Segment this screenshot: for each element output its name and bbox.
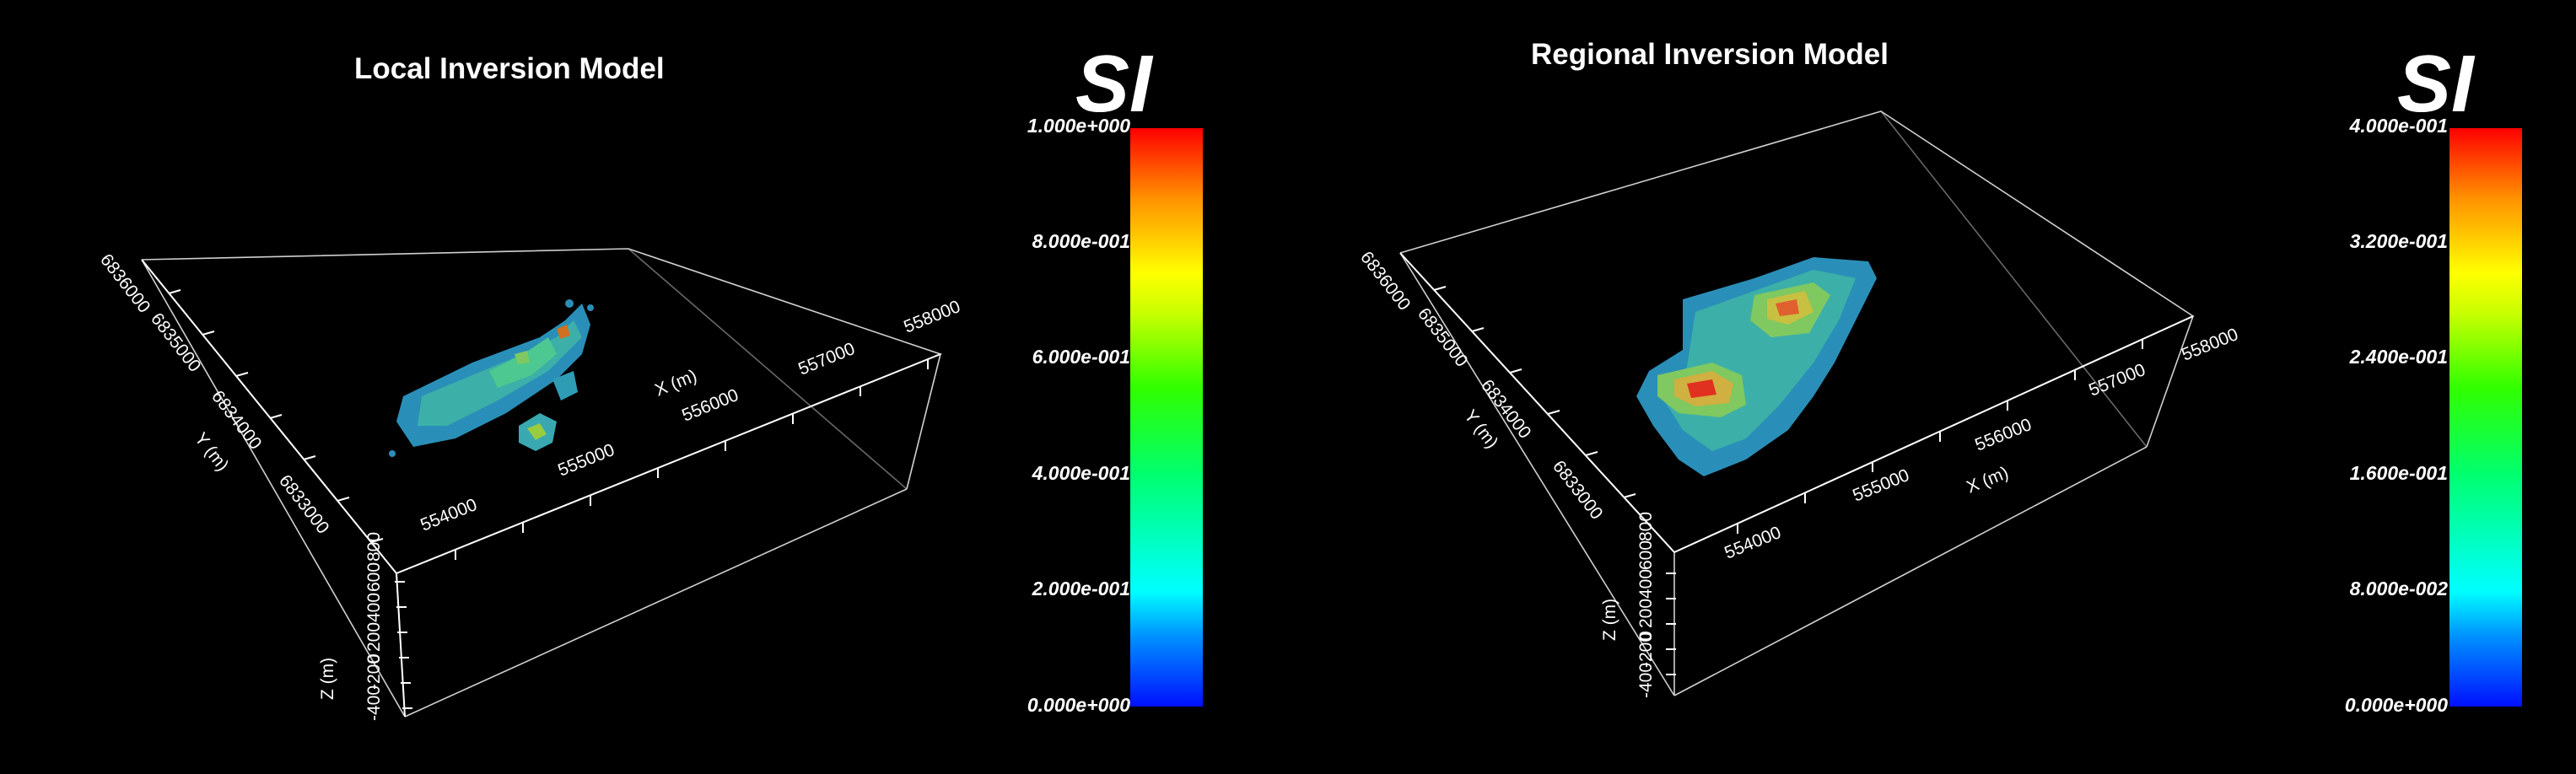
local-x-ticks xyxy=(455,359,929,560)
regional-model-title: Regional Inversion Model xyxy=(1531,38,1889,71)
regional-x-tick-3: 557000 xyxy=(2086,360,2148,400)
regional-z-tick-0: -400 xyxy=(1636,663,1656,698)
regional-y-ticks xyxy=(1399,252,1675,553)
regional-y-tick-1: 6835000 xyxy=(1414,304,1471,371)
regional-z-tick-labels: -400 -200 0 200 400 600 800 xyxy=(1636,512,1656,698)
local-colorbar-unit: SI xyxy=(1075,39,1152,129)
local-z-ticks xyxy=(395,572,412,718)
local-z-tick-labels: -400 -200 0 200 400 600 800 xyxy=(364,532,384,721)
regional-z-ticks xyxy=(1666,572,1676,675)
regional-x-ticks xyxy=(1673,315,2194,553)
regional-z-label: Z (m) xyxy=(1600,599,1619,641)
regional-x-tick-2: 556000 xyxy=(1972,415,2034,455)
regional-cb-tick-4: 8.000e-002 xyxy=(2349,578,2448,599)
local-z-tick-5: 600 xyxy=(364,562,384,592)
local-z-tick-3: 200 xyxy=(364,622,384,652)
regional-cb-tick-0: 4.000e-001 xyxy=(2349,115,2448,137)
regional-z-tick-5: 600 xyxy=(1636,540,1656,570)
regional-colorbar-unit: SI xyxy=(2397,39,2474,129)
local-z-tick-2: 0 xyxy=(364,653,384,664)
local-cb-tick-1: 8.000e-001 xyxy=(1032,230,1130,252)
local-z-tick-1: -200 xyxy=(364,654,384,690)
regional-y-label: Y (m) xyxy=(1460,406,1501,452)
regional-cb-tick-3: 1.600e-001 xyxy=(2349,462,2448,484)
regional-y-tick-3: 6833000 xyxy=(1549,457,1606,524)
local-z-label: Z (m) xyxy=(318,658,337,700)
local-model-title: Local Inversion Model xyxy=(354,52,665,85)
local-cb-tick-4: 2.000e-001 xyxy=(1032,578,1130,599)
regional-z-tick-4: 400 xyxy=(1636,569,1656,599)
regional-cb-tick-5: 0.000e+000 xyxy=(2344,694,2448,716)
local-y-ticks xyxy=(141,259,397,574)
regional-z-tick-2: 0 xyxy=(1636,631,1656,641)
regional-cb-tick-2: 2.400e-001 xyxy=(2349,346,2448,368)
regional-x-tick-1: 555000 xyxy=(1850,465,1912,506)
regional-z-tick-1: -200 xyxy=(1636,632,1656,668)
local-cb-tick-2: 6.000e-001 xyxy=(1032,346,1130,368)
local-z-tick-6: 800 xyxy=(364,532,384,562)
regional-z-tick-3: 200 xyxy=(1636,599,1656,628)
regional-x-tick-0: 554000 xyxy=(1722,523,1784,563)
local-cb-tick-0: 1.000e+000 xyxy=(1027,115,1130,137)
regional-colorbar xyxy=(2449,128,2522,707)
local-colorbar xyxy=(1130,128,1203,707)
regional-cb-tick-1: 3.200e-001 xyxy=(2349,230,2448,252)
local-z-tick-0: -400 xyxy=(364,685,384,721)
regional-anomaly-body xyxy=(1636,257,1877,476)
local-anomaly-body xyxy=(389,299,594,457)
local-z-tick-4: 400 xyxy=(364,593,384,622)
regional-z-tick-6: 800 xyxy=(1636,512,1656,541)
local-cb-tick-3: 4.000e-001 xyxy=(1032,462,1130,484)
local-cb-tick-5: 0.000e+000 xyxy=(1027,694,1130,716)
regional-x-label: X (m) xyxy=(1964,463,2011,497)
